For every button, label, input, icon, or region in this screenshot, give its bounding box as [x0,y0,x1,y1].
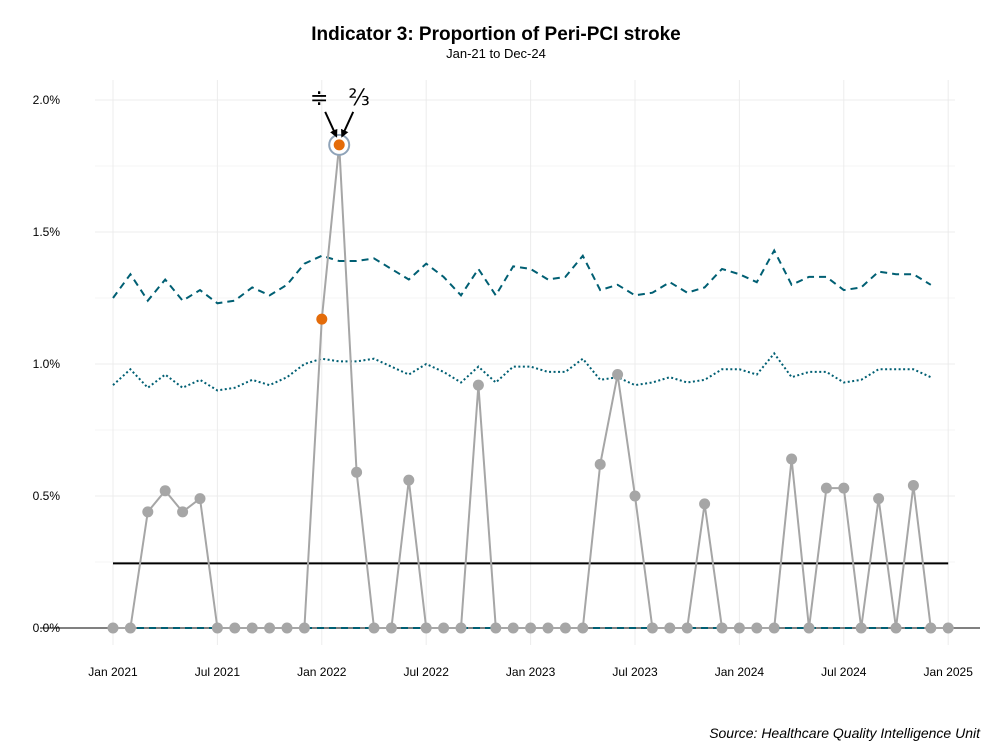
x-tick-label: Jul 2024 [821,665,867,679]
x-tick-label: Jan 2023 [506,665,556,679]
data-point [507,622,519,634]
series-layer [107,133,954,634]
data-point [351,466,363,478]
data-point [838,482,850,494]
annotation-layer: ≑ ⅔ [310,86,370,138]
data-point [629,490,641,502]
data-point [873,493,885,505]
chart-title: Indicator 3: Proportion of Peri-PCI stro… [311,24,681,45]
data-point [211,622,223,634]
annotation-label: ≑ [310,86,328,111]
annotation-label: ⅔ [349,86,370,111]
data-point [107,622,119,634]
series-line-upper-limit-inner [112,351,932,392]
data-point [542,622,554,634]
data-point [525,622,537,634]
data-point [594,458,606,470]
x-tick-label: Jul 2023 [612,665,658,679]
data-point [890,622,902,634]
data-point [142,506,154,518]
data-point [664,622,676,634]
x-tick-label: Jan 2024 [715,665,765,679]
data-point [716,622,728,634]
data-point [177,506,189,518]
y-tick-label: 1.5% [33,225,61,239]
data-point [229,622,241,634]
data-point [298,622,310,634]
data-point [194,493,206,505]
y-tick-label: 1.0% [33,357,61,371]
annotation-arrow [324,111,338,138]
data-point [646,622,658,634]
x-tick-label: Jul 2022 [404,665,450,679]
y-tick-label: 2.0% [33,93,61,107]
x-tick-label: Jan 2022 [297,665,347,679]
data-point [699,498,711,510]
data-point [385,622,397,634]
data-point [907,479,919,491]
data-point [264,622,276,634]
x-tick-label: Jul 2021 [195,665,241,679]
data-point [681,622,693,634]
data-point [612,369,624,381]
data-point [786,453,798,465]
data-point [472,379,484,391]
data-point [124,622,136,634]
chart-subtitle: Jan-21 to Dec-24 [446,46,546,61]
series-line-upper-limit-outer [112,248,932,305]
data-point [559,622,571,634]
data-point [246,622,258,634]
x-tick-label: Jan 2025 [924,665,974,679]
data-point [455,622,467,634]
data-point [803,622,815,634]
data-point [281,622,293,634]
annotation-arrow [341,111,355,138]
data-point [925,622,937,634]
data-point [490,622,502,634]
x-tick-label: Jan 2021 [88,665,138,679]
data-point [438,622,450,634]
data-point [420,622,432,634]
gridlines [95,80,955,645]
data-point [820,482,832,494]
data-point-highlighted [333,139,345,151]
chart-caption: Source: Healthcare Quality Intelligence … [709,725,981,741]
data-point [577,622,589,634]
data-point [768,622,780,634]
data-point [403,474,415,486]
data-point [855,622,867,634]
y-tick-label: 0.5% [33,489,61,503]
data-point [751,622,763,634]
data-point [368,622,380,634]
data-point [733,622,745,634]
data-point [159,485,171,497]
axes: 0.0%0.5%1.0%1.5%2.0%Jan 2021 Jul 2021 Jan … [33,93,980,679]
data-point [942,622,954,634]
data-point-highlighted [316,313,328,325]
